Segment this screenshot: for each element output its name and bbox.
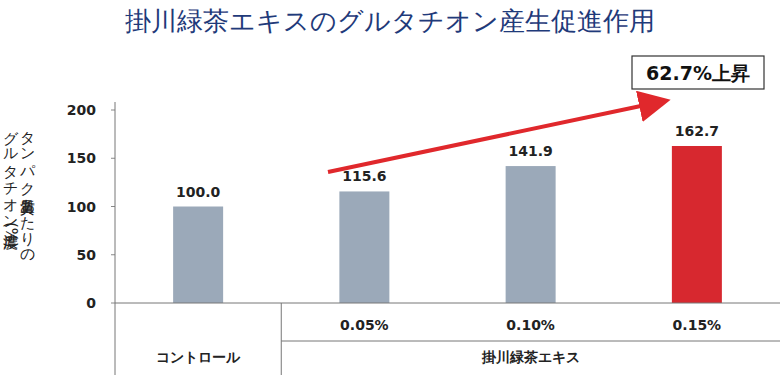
y-tick-label: 100 [67,199,96,215]
data-label: 141.9 [508,143,552,159]
y-tick [111,206,115,207]
title: 掛川緑茶エキスのグルタチオン産生促進作用 [125,6,655,36]
bar [173,207,223,304]
y-tick [111,110,115,111]
y-axis-label-line: グルタチオン濃度(%) [2,120,19,320]
group-line [281,341,780,342]
x-tick-label: 0.05% [340,317,389,333]
bar [672,146,722,303]
y-axis-label: タンパク質量あたりのグルタチオン濃度(%) [2,120,36,320]
data-label: 115.6 [342,168,386,184]
x-tick-label: 0.10% [506,317,555,333]
group-separator [281,303,282,375]
bar [339,191,389,303]
annotation-box [632,56,764,89]
bar [506,166,556,303]
x-axis [115,303,780,304]
trend-arrow [328,103,655,172]
y-tick-label: 200 [67,102,96,118]
x-tick-label: 0.15% [673,317,722,333]
y-axis-label-line: タンパク質量あたりの [19,120,36,320]
y-tick [111,158,115,159]
y-tick-label: 0 [86,295,96,311]
y-tick [111,303,115,304]
y-tick [111,254,115,255]
x-tick-label: コントロール [156,349,241,365]
data-label: 162.7 [675,123,719,139]
annotation: 62.7%上昇 [646,62,750,84]
y-tick-label: 150 [67,150,96,166]
bars [173,146,722,303]
y-axis [115,102,116,375]
y-tick-label: 50 [77,247,97,263]
category-group-label: 掛川緑茶エキス [481,349,580,365]
data-label: 100.0 [176,184,221,200]
chart: 掛川緑茶エキスのグルタチオン産生促進作用 0 50 100 150 200 100.0 115… [0,0,780,375]
